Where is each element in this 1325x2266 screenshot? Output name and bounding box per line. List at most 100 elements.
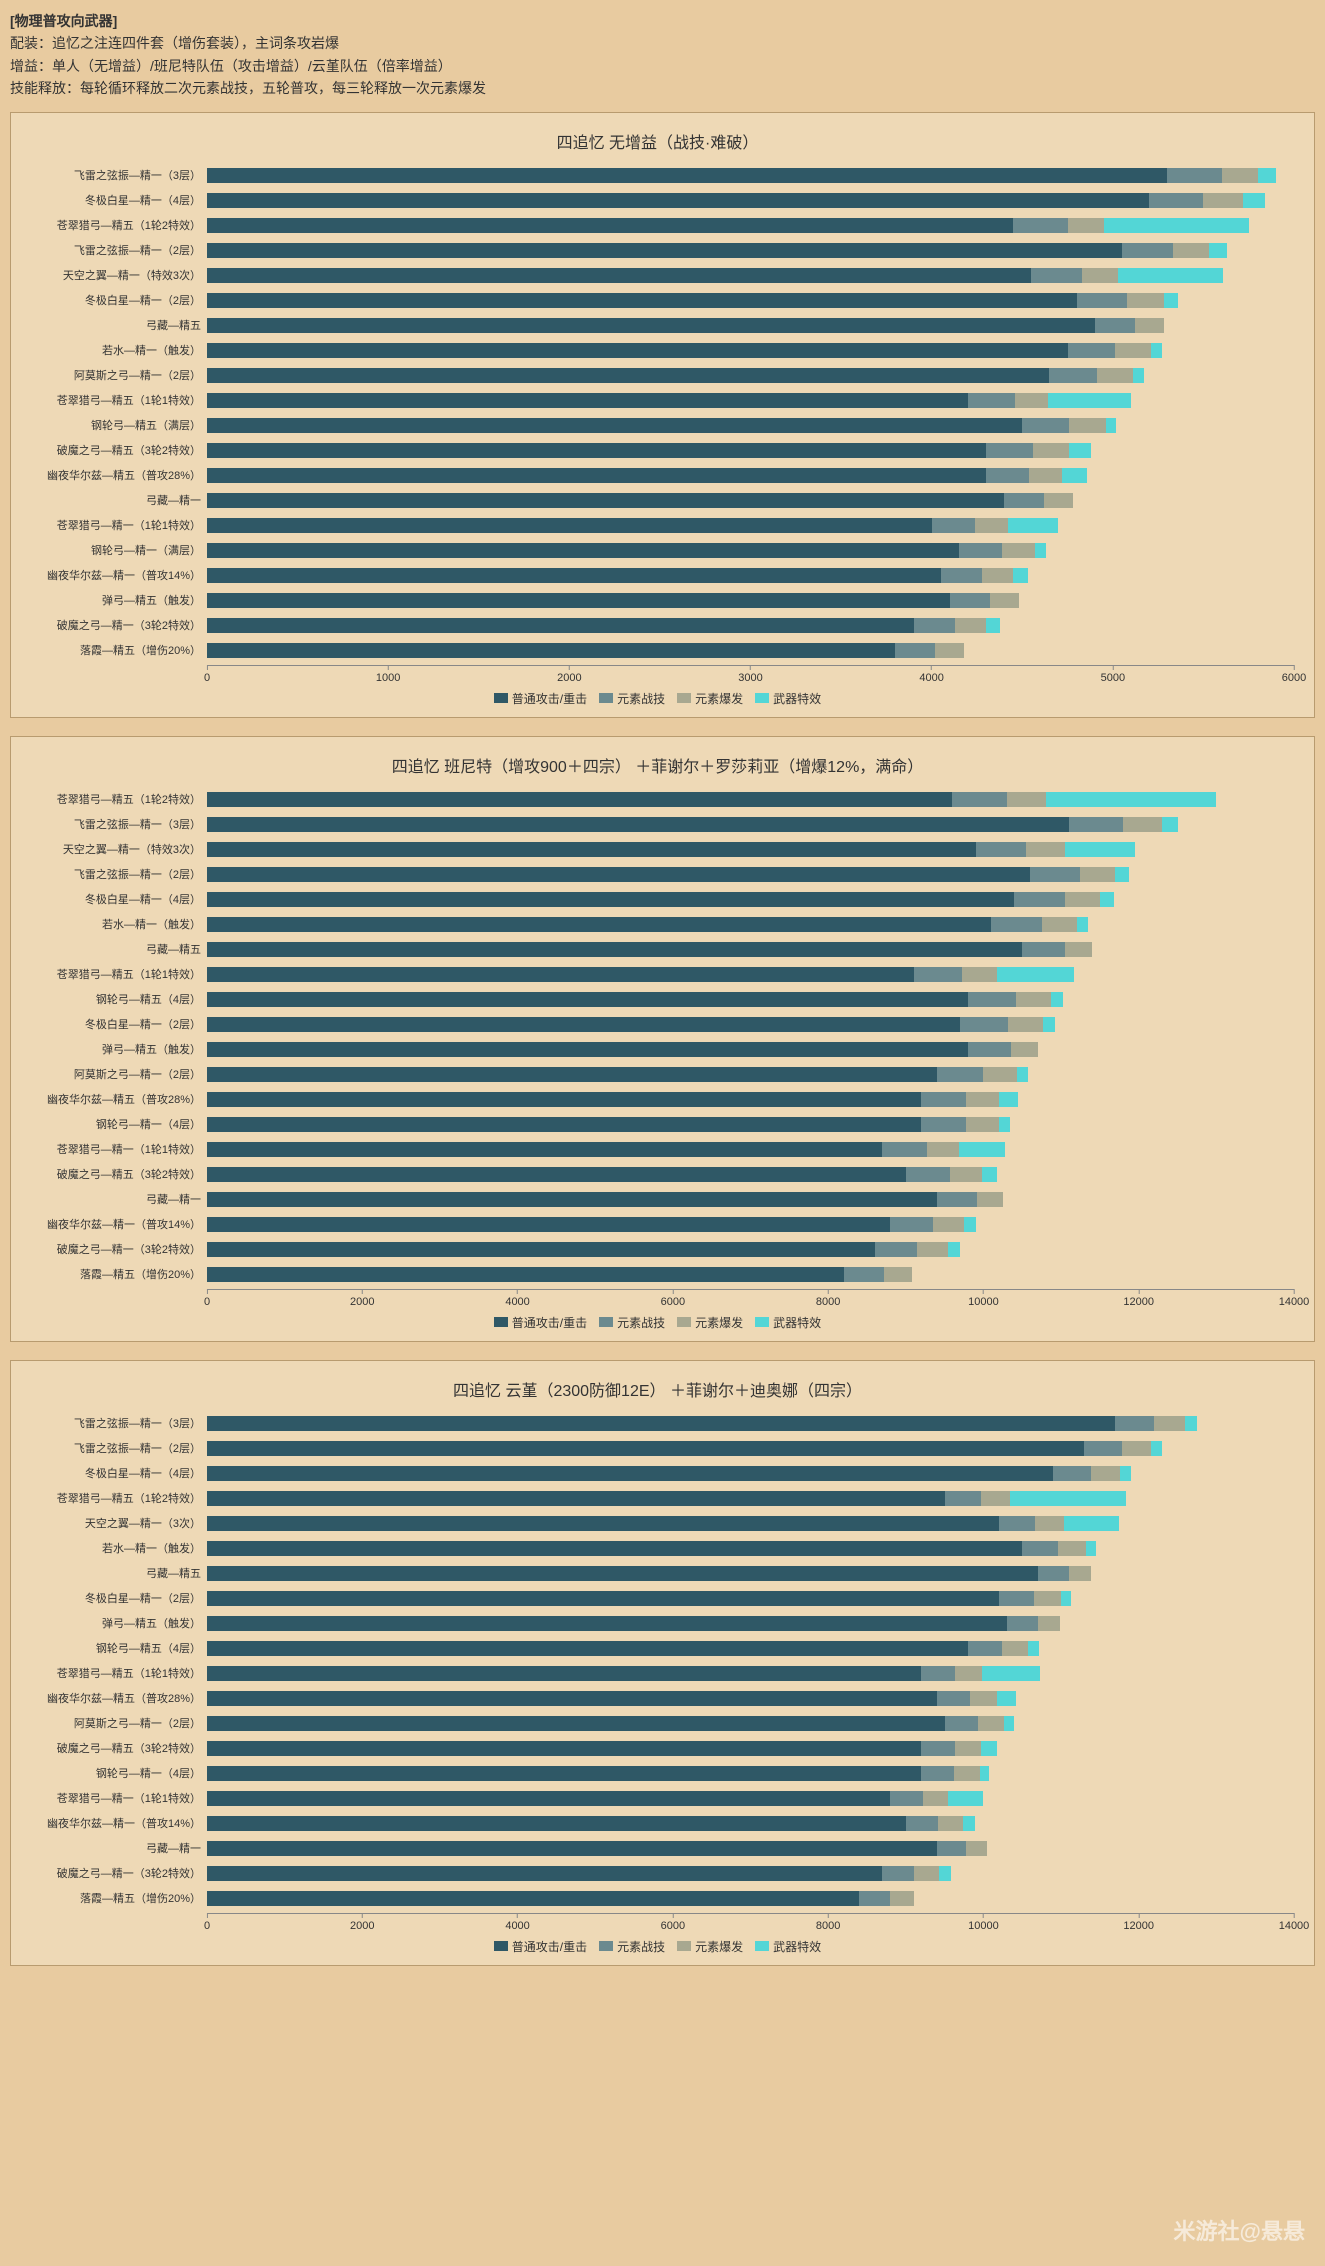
bar-label: 钢轮弓—精一（满层） (21, 542, 207, 558)
bar-row: 冬极白星—精一（2层） (21, 290, 1294, 311)
bar-label: 弓藏—精五 (21, 317, 207, 333)
bar-seg (1008, 1017, 1043, 1032)
bar-seg (1022, 942, 1065, 957)
bar-seg (1022, 418, 1069, 433)
bar-seg (882, 1866, 914, 1881)
bar-seg (207, 418, 1022, 433)
bar-track (207, 842, 1294, 857)
bar-seg (1002, 1641, 1028, 1656)
axis-tick: 0 (204, 1913, 210, 1932)
bar-seg (1080, 867, 1115, 882)
bar-track (207, 1766, 1294, 1781)
bar-seg (968, 992, 1016, 1007)
bar-label: 破魔之弓—精五（3轮2特效） (21, 442, 207, 458)
bar-seg (207, 867, 1030, 882)
bar-row: 钢轮弓—精一（满层） (21, 540, 1294, 561)
bar-seg (1097, 368, 1133, 383)
bar-track (207, 1217, 1294, 1232)
bar-track (207, 1641, 1294, 1656)
bar-seg (207, 992, 968, 1007)
bar-seg (207, 618, 914, 633)
bar-seg (207, 917, 991, 932)
bar-seg (999, 1117, 1010, 1132)
bar-row: 落霞—精五（增伤20%） (21, 1264, 1294, 1285)
bar-label: 飞雷之弦振—精一（3层） (21, 816, 207, 832)
bar-row: 苍翠猎弓—精五（1轮2特效） (21, 1488, 1294, 1509)
bar-row: 飞雷之弦振—精一（3层） (21, 814, 1294, 835)
bar-track (207, 1042, 1294, 1057)
bar-label: 破魔之弓—精五（3轮2特效） (21, 1740, 207, 1756)
axis-tick: 4000 (505, 1913, 529, 1932)
bar-label: 苍翠猎弓—精五（1轮1特效） (21, 1665, 207, 1681)
bar-seg (997, 1691, 1016, 1706)
bar-label: 若水—精一（触发） (21, 916, 207, 932)
bar-seg (1026, 842, 1065, 857)
bar-track (207, 293, 1294, 308)
bar-label: 苍翠猎弓—精五（1轮2特效） (21, 217, 207, 233)
legend-label: 武器特效 (773, 1938, 821, 1955)
bar-seg (1035, 1516, 1064, 1531)
bar-seg (875, 1242, 918, 1257)
legend-swatch (677, 1941, 691, 1951)
bar-label: 弓藏—精一 (21, 1840, 207, 1856)
bar-track (207, 792, 1294, 807)
bar-track (207, 1067, 1294, 1082)
bar-seg (1046, 792, 1217, 807)
bar-seg (1133, 368, 1144, 383)
legend-label: 元素战技 (617, 690, 665, 707)
bar-seg (970, 1691, 996, 1706)
legend-swatch (494, 1941, 508, 1951)
axis-tick: 4000 (505, 1289, 529, 1308)
bar-row: 钢轮弓—精五（4层） (21, 989, 1294, 1010)
bar-row: 幽夜华尔兹—精一（普攻14%） (21, 1214, 1294, 1235)
bar-row: 幽夜华尔兹—精五（普攻28%） (21, 1688, 1294, 1709)
bar-seg (207, 243, 1122, 258)
bar-row: 钢轮弓—精一（4层） (21, 1114, 1294, 1135)
legend: 普通攻击/重击元素战技元素爆发武器特效 (21, 690, 1294, 707)
bar-seg (1151, 1441, 1162, 1456)
bar-track (207, 568, 1294, 583)
bar-seg (921, 1766, 954, 1781)
bar-label: 飞雷之弦振—精一（2层） (21, 866, 207, 882)
bar-seg (207, 1641, 968, 1656)
bar-seg (1162, 817, 1178, 832)
bar-track (207, 393, 1294, 408)
bar-seg (976, 842, 1026, 857)
bar-seg (1044, 493, 1073, 508)
bar-seg (954, 1766, 980, 1781)
bar-seg (884, 1267, 912, 1282)
bar-seg (207, 293, 1077, 308)
bar-track (207, 243, 1294, 258)
bar-seg (207, 1616, 1007, 1631)
bar-seg (1043, 1017, 1055, 1032)
bar-seg (207, 1516, 999, 1531)
bar-label: 弓藏—精一 (21, 1191, 207, 1207)
bar-seg (207, 218, 1013, 233)
bar-label: 冬极白星—精一（4层） (21, 192, 207, 208)
bar-row: 冬极白星—精一（2层） (21, 1014, 1294, 1035)
bar-track (207, 1816, 1294, 1831)
bar-track (207, 593, 1294, 608)
chart-title: 四追忆 无增益（战技·难破） (21, 129, 1294, 153)
bar-seg (207, 1441, 1084, 1456)
bar-row: 飞雷之弦振—精一（2层） (21, 240, 1294, 261)
bar-label: 飞雷之弦振—精一（3层） (21, 167, 207, 183)
bar-seg (941, 568, 983, 583)
bar-track (207, 168, 1294, 183)
bar-seg (207, 393, 968, 408)
bar-row: 弓藏—精五 (21, 315, 1294, 336)
legend-item: 武器特效 (755, 1314, 821, 1331)
legend-label: 元素战技 (617, 1938, 665, 1955)
bar-track (207, 1666, 1294, 1681)
bar-label: 苍翠猎弓—精五（1轮2特效） (21, 1490, 207, 1506)
bar-seg (207, 1067, 937, 1082)
bar-seg (1115, 1416, 1154, 1431)
bar-seg (844, 1267, 884, 1282)
bar-label: 弓藏—精五 (21, 1565, 207, 1581)
bar-seg (959, 543, 1002, 558)
bar-seg (923, 1791, 949, 1806)
bar-row: 若水—精一（触发） (21, 340, 1294, 361)
axis-tick: 8000 (816, 1913, 840, 1932)
bar-seg (207, 1666, 921, 1681)
axis-tick: 6000 (661, 1289, 685, 1308)
